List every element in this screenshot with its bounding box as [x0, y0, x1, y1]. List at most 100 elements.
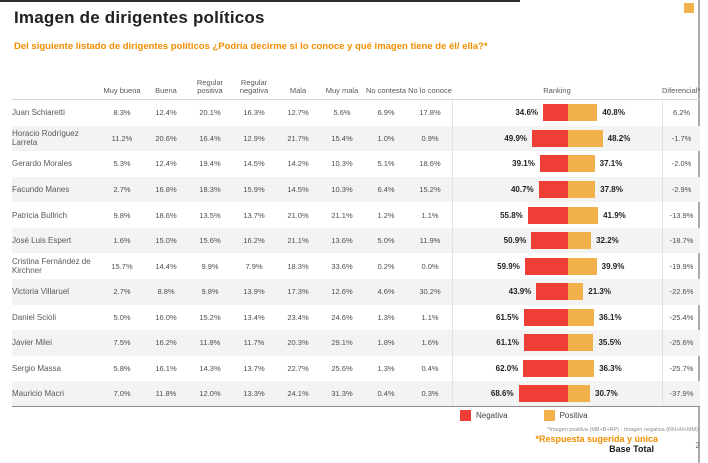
- positive-bar: [567, 129, 603, 147]
- negative-swatch-icon: [460, 410, 471, 421]
- positive-value-label: 40.8%: [602, 108, 625, 118]
- negative-bar: [531, 232, 568, 250]
- value-cell: 18.3%: [287, 261, 309, 271]
- ranking-cell: 61.1% 35.5%: [452, 330, 662, 356]
- diferencial-cell: -22.6%: [662, 279, 700, 305]
- ranking-negative-side: 34.6%: [515, 100, 568, 126]
- value-cell: 10.3%: [331, 159, 353, 169]
- value-cell: 6.4%: [377, 185, 395, 195]
- value-cell: 5.6%: [333, 108, 351, 118]
- value-cell: 29.1%: [331, 338, 353, 348]
- negative-bar: [523, 360, 568, 378]
- negative-bar: [539, 155, 568, 173]
- positive-bar: [567, 360, 595, 378]
- table-row: Patricia Bullrich 9.8% 18.6% 13.5% 13.7% 21.0…: [12, 202, 700, 228]
- positive-bar: [567, 257, 597, 275]
- value-cell: 0.4%: [421, 364, 439, 374]
- value-cell: 15.7%: [111, 261, 133, 271]
- value-cell: 5.0%: [377, 236, 395, 246]
- value-cell: 7.9%: [245, 261, 263, 271]
- legend-item-negative: Negativa: [460, 410, 508, 421]
- column-header: No lo conoce: [408, 86, 452, 96]
- value-cell: 12.6%: [331, 287, 353, 297]
- table-row: Facundo Manes 2.7% 16.8% 18.3% 15.9% 14.5% 10.…: [12, 176, 700, 203]
- value-cell: 13.6%: [331, 236, 353, 246]
- diferencial-cell: -2.0%: [662, 151, 700, 177]
- diferencial-cell: -25.7%: [662, 355, 700, 382]
- diferencial-cell: -37.9%: [662, 381, 700, 406]
- column-header: Muy mala: [325, 86, 359, 96]
- positive-value-label: 35.5%: [598, 338, 622, 348]
- value-cell: 16.2%: [155, 338, 177, 348]
- ranking-negative-side: 62.0%: [496, 356, 568, 382]
- value-cell: 1.0%: [377, 133, 395, 143]
- value-cell: 11.9%: [419, 236, 441, 246]
- value-cell: 0.0%: [421, 261, 439, 271]
- value-cell: 12.9%: [243, 133, 265, 143]
- negative-value-label: 43.9%: [508, 287, 532, 297]
- legend-positive-label: Positiva: [559, 411, 588, 420]
- negative-value-label: 39.1%: [512, 159, 535, 169]
- value-cell: 9.8%: [201, 287, 219, 297]
- value-cell: 20.3%: [287, 338, 309, 348]
- diferencial-cell: -18.7%: [662, 227, 700, 254]
- corner-accent-square: [684, 3, 694, 13]
- politician-name: Horacio Rodríguez Larreta: [12, 129, 79, 148]
- column-header: Muy buena: [103, 86, 141, 96]
- ranking-cell: 62.0% 36.3%: [452, 355, 662, 382]
- positive-bar: [567, 181, 596, 199]
- value-cell: 12.4%: [155, 159, 177, 169]
- value-cell: 17.3%: [287, 287, 309, 297]
- value-cell: 13.4%: [243, 312, 265, 322]
- politician-name: Gerardo Morales: [12, 159, 73, 169]
- ranking-positive-side: 36.3%: [567, 356, 622, 382]
- positive-value-label: 48.2%: [607, 133, 631, 143]
- negative-bar: [538, 181, 568, 199]
- positive-value-label: 36.1%: [598, 312, 622, 322]
- politician-name: Cristina Fernández de Kirchner: [12, 257, 91, 276]
- negative-value-label: 40.7%: [510, 185, 534, 195]
- value-cell: 0.4%: [377, 389, 395, 399]
- value-cell: 1.1%: [421, 312, 439, 322]
- value-cell: 12.7%: [287, 108, 309, 118]
- politician-name: Facundo Manes: [12, 184, 70, 194]
- table-row: Cristina Fernández de Kirchner 15.7% 14.4%…: [12, 253, 700, 280]
- ranking-positive-side: 40.8%: [567, 100, 625, 126]
- ranking-negative-side: 50.9%: [504, 228, 568, 254]
- positive-bar: [567, 155, 595, 173]
- ranking-cell: 49.9% 48.2%: [452, 125, 662, 152]
- ranking-cell: 55.8% 41.9%: [452, 202, 662, 228]
- positive-value-label: 32.2%: [596, 236, 619, 246]
- value-cell: 7.5%: [113, 338, 131, 348]
- positive-bar: [567, 334, 594, 352]
- value-cell: 21.7%: [287, 133, 309, 143]
- ranking-positive-side: 41.9%: [567, 202, 626, 228]
- legend-negative-label: Negativa: [476, 411, 508, 420]
- ranking-cell: 43.9% 21.3%: [452, 279, 662, 305]
- negative-bar: [518, 385, 568, 403]
- ranking-cell: 34.6% 40.8%: [452, 100, 662, 126]
- value-cell: 4.6%: [377, 287, 395, 297]
- politician-name: Juan Schiaretti: [12, 108, 65, 118]
- table-row: Mauricio Macri 7.0% 11.8% 12.0% 13.3% 24.1% 31…: [12, 381, 700, 407]
- negative-bar: [527, 206, 568, 224]
- table-header-row: Muy buena Buena Regular positiva Regular ne…: [12, 72, 700, 100]
- negative-bar: [523, 308, 568, 326]
- value-cell: 8.8%: [157, 287, 175, 297]
- negative-value-label: 55.8%: [500, 210, 523, 220]
- ranking-negative-side: 68.6%: [491, 381, 568, 406]
- value-cell: 33.6%: [331, 261, 353, 271]
- diferencial-cell: -1.7%: [662, 125, 700, 152]
- value-cell: 18.6%: [155, 210, 177, 220]
- value-cell: 24.1%: [287, 389, 309, 399]
- value-cell: 1.6%: [421, 338, 439, 348]
- value-cell: 16.2%: [243, 236, 265, 246]
- positive-swatch-icon: [543, 410, 555, 421]
- negative-value-label: 62.0%: [495, 364, 519, 374]
- value-cell: 14.3%: [199, 364, 221, 374]
- value-cell: 13.5%: [199, 210, 221, 220]
- positive-value-label: 21.3%: [588, 287, 611, 297]
- value-cell: 15.4%: [331, 133, 353, 143]
- positive-bar: [567, 385, 591, 403]
